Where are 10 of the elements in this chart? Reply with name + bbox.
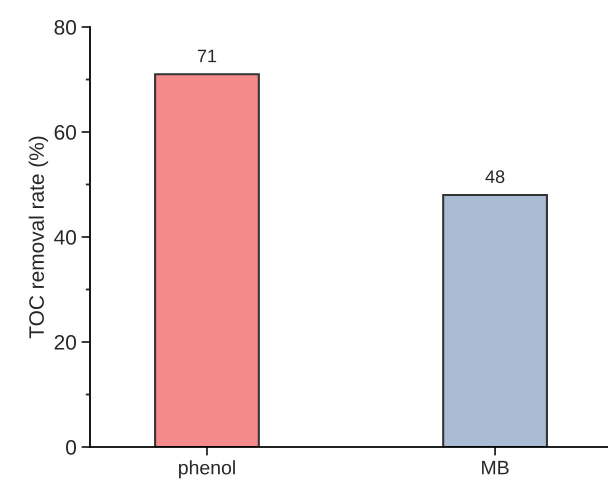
data-label: 48 <box>485 170 504 184</box>
y-tick-label: 20 <box>54 335 76 350</box>
y-tick-label: 80 <box>54 20 76 35</box>
x-tick-label: MB <box>482 460 509 474</box>
data-label: 71 <box>198 50 216 62</box>
y-tick-label: 60 <box>54 125 76 140</box>
x-tick-label: phenol <box>179 460 235 478</box>
y-axis-title: TOC removal rate (%) <box>28 136 48 338</box>
y-tick-label: 40 <box>54 230 76 245</box>
y-tick-label: 0 <box>66 440 76 455</box>
